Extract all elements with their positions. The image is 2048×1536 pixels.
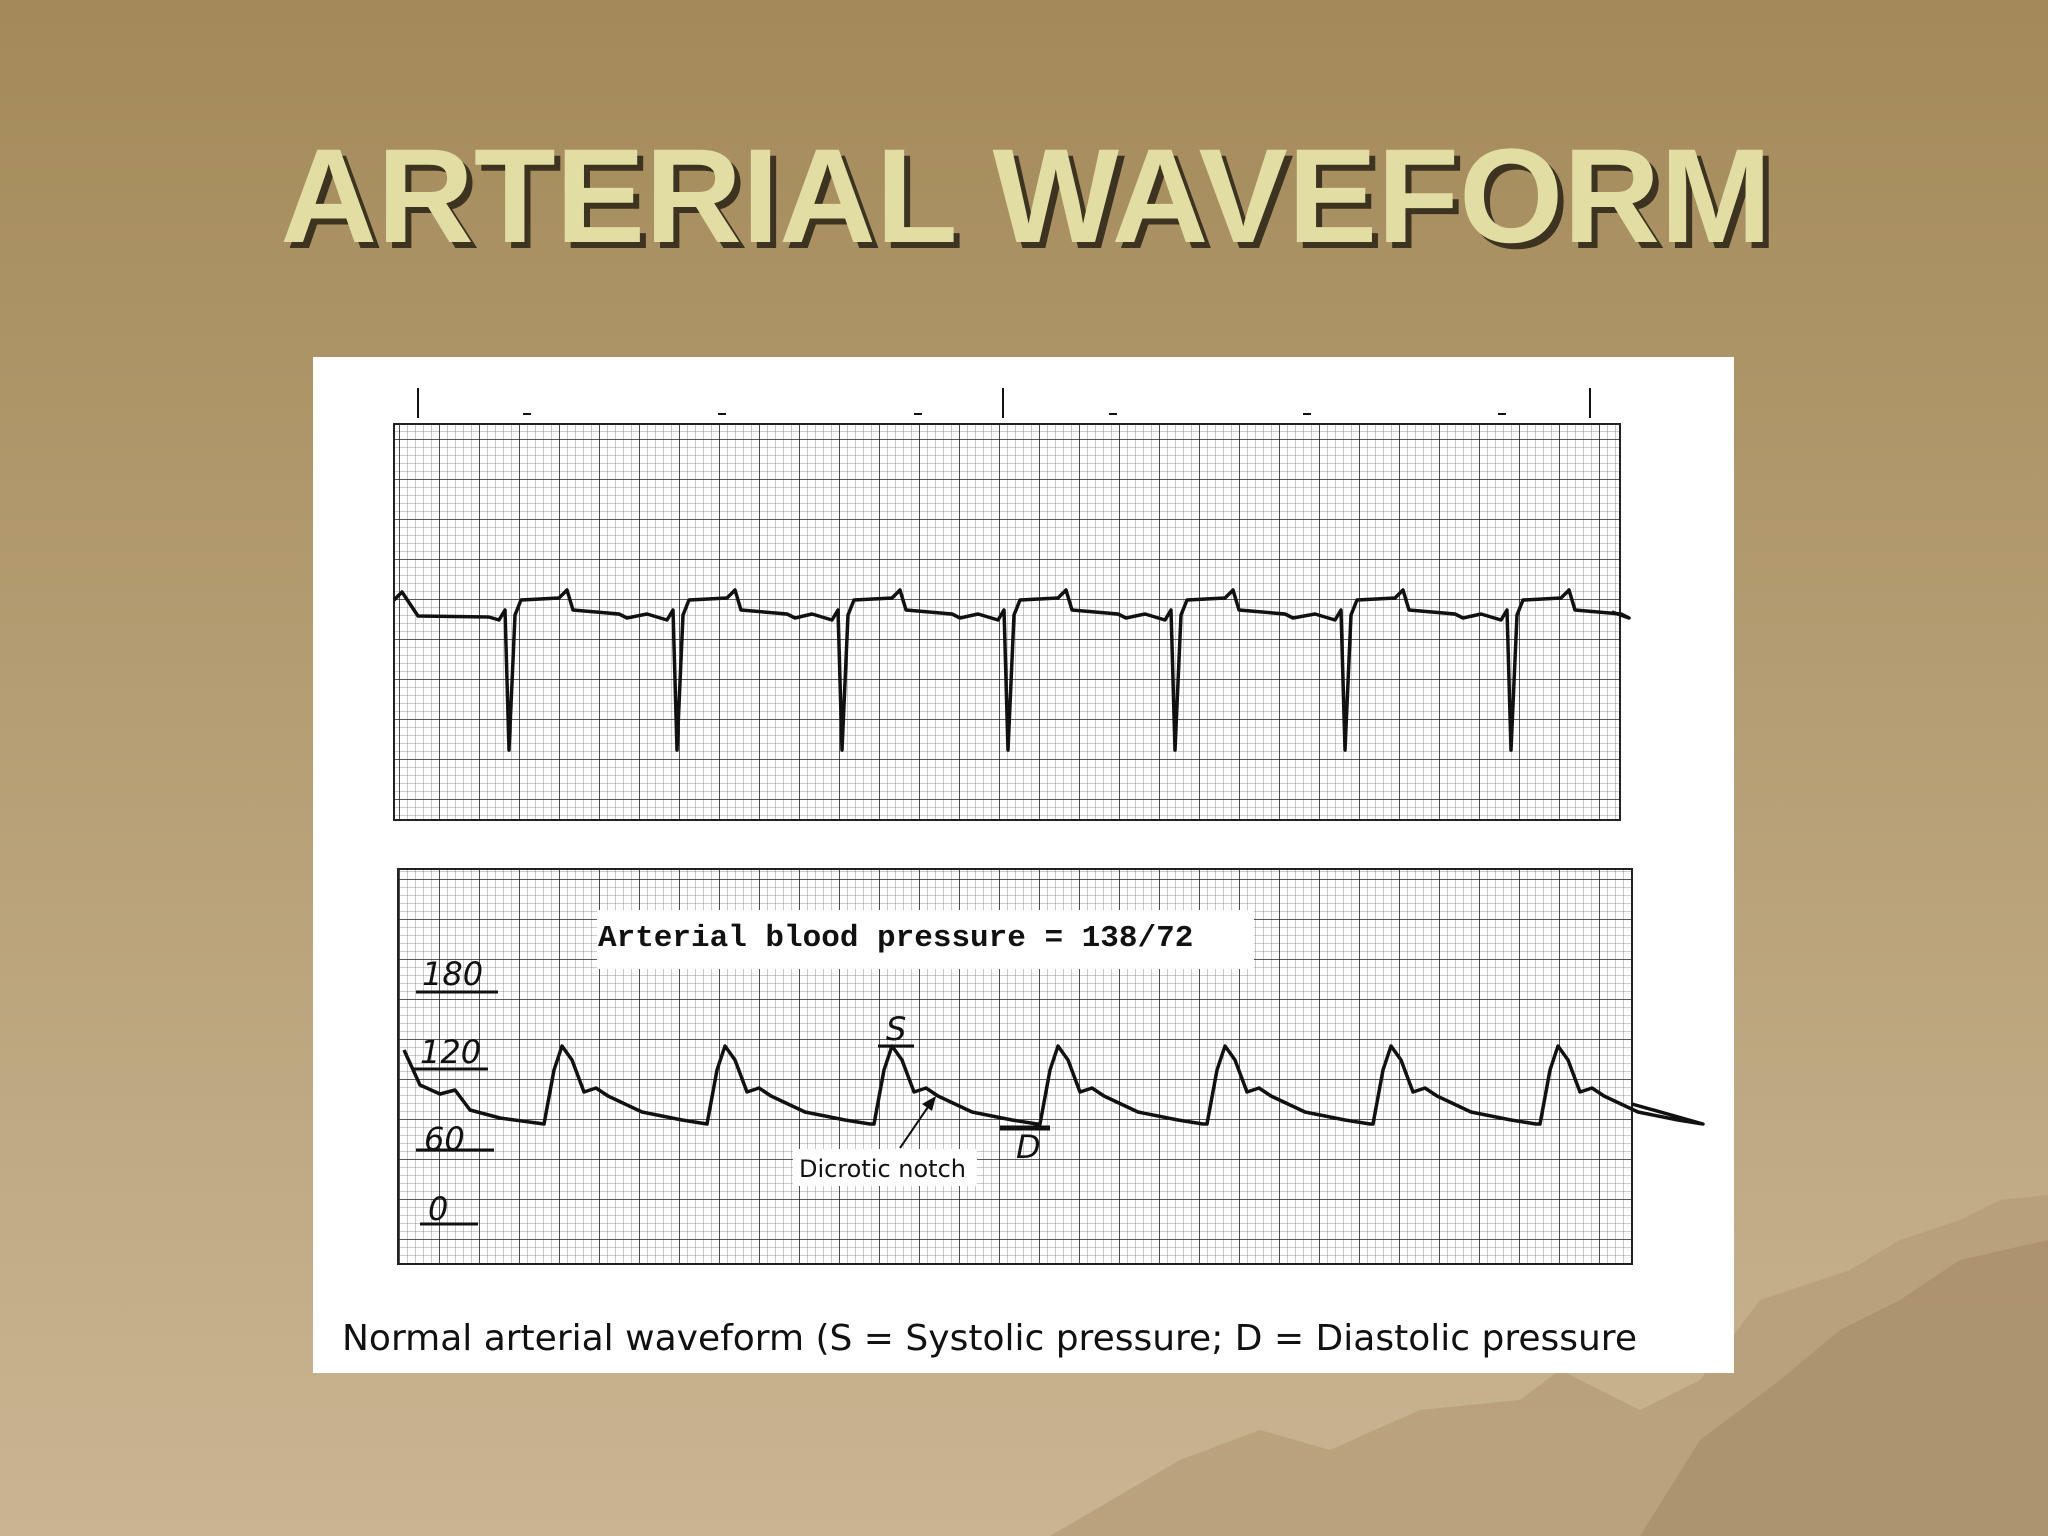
notch-box xyxy=(793,1149,977,1186)
ecg-grid xyxy=(393,423,1621,821)
mountains-near xyxy=(1640,1240,2048,1536)
pressure-strip: Arterial blood pressure = 138/72 180 120… xyxy=(397,868,1705,1265)
ecg-trace xyxy=(392,588,1631,752)
pressure-label: Arterial blood pressure = 138/72 xyxy=(598,921,1193,956)
diastolic-mark: D xyxy=(1016,1128,1041,1166)
notch-arrow xyxy=(899,1103,931,1149)
systolic-mark: S xyxy=(886,1010,906,1048)
title-shadow: ARTERIAL WAVEFORM xyxy=(286,128,1777,277)
pressure-trace xyxy=(402,1044,1705,1126)
title: ARTERIAL WAVEFORM xyxy=(280,122,1771,271)
scale-label: 120 xyxy=(420,1033,481,1071)
label-box xyxy=(597,910,1254,969)
notch-arrowhead xyxy=(922,1096,936,1111)
scale-label: 0 xyxy=(428,1190,448,1228)
caption: Normal arterial waveform (S = Systolic p… xyxy=(342,1318,1637,1359)
scale-label: 180 xyxy=(422,955,483,993)
scale-label: 60 xyxy=(424,1120,465,1158)
notch-label: Dicrotic notch xyxy=(799,1155,966,1183)
ecg-strip xyxy=(392,388,1631,821)
